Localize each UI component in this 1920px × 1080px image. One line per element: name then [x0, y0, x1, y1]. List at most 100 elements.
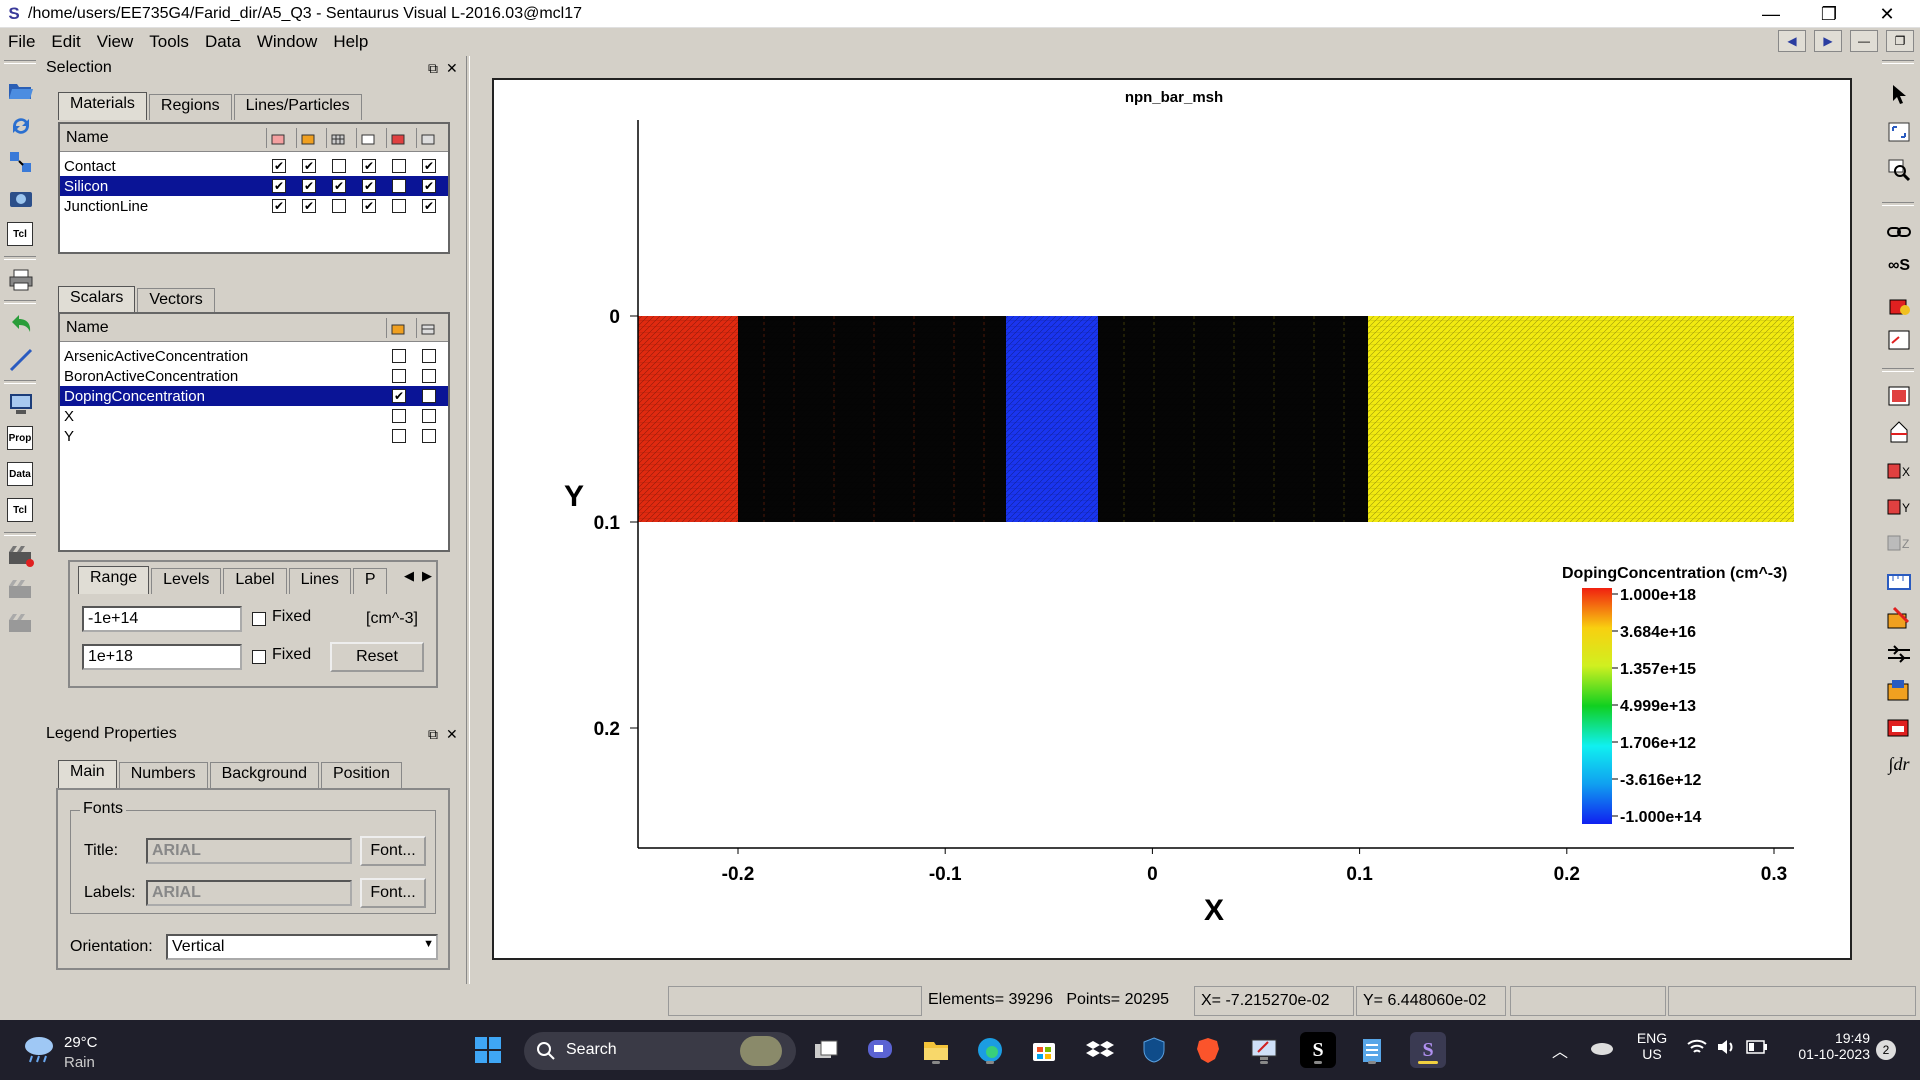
show-fill-icon[interactable]	[296, 128, 318, 148]
material-row-junctionline[interactable]: JunctionLine	[60, 196, 448, 216]
close-button[interactable]: ✕	[1879, 4, 1895, 24]
undo-icon[interactable]	[7, 310, 35, 338]
security-shield-icon[interactable]	[1136, 1032, 1172, 1068]
material-visibility-checkbox[interactable]: ✔	[362, 159, 376, 173]
fixed-max-checkbox[interactable]	[252, 650, 266, 664]
menu-file[interactable]: File	[8, 32, 36, 51]
menu-tools[interactable]: Tools	[149, 32, 189, 51]
show-outline-icon[interactable]	[356, 128, 378, 148]
tab-vectors[interactable]: Vectors	[137, 288, 215, 314]
range-gauge-icon[interactable]	[1885, 326, 1913, 354]
scalar-visibility-checkbox[interactable]	[392, 429, 406, 443]
export-icon[interactable]	[1885, 712, 1913, 740]
material-visibility-checkbox[interactable]: ✔	[302, 159, 316, 173]
surface-icon[interactable]	[1885, 676, 1913, 704]
close-panel-icon[interactable]: ✕	[446, 59, 458, 76]
material-visibility-checkbox[interactable]	[332, 199, 346, 213]
tab-label[interactable]: Label	[223, 568, 287, 594]
scalar-visibility-checkbox[interactable]	[422, 349, 436, 363]
menu-help[interactable]: Help	[333, 32, 369, 51]
scalar-row-x[interactable]: X	[60, 406, 448, 426]
material-color-icon[interactable]	[1885, 290, 1913, 318]
orientation-select[interactable]: Vertical ▼	[166, 934, 438, 960]
tab-range[interactable]: Range	[78, 566, 150, 594]
tab-lines[interactable]: Lines	[288, 568, 351, 594]
maximize-plot-button[interactable]: ❐	[1886, 30, 1914, 52]
fit-view-icon[interactable]	[1885, 118, 1913, 146]
language-indicator[interactable]: ENG US	[1636, 1030, 1668, 1062]
task-view-icon[interactable]	[808, 1032, 844, 1068]
material-visibility-checkbox[interactable]: ✔	[362, 179, 376, 193]
tab-levels[interactable]: Levels	[151, 568, 222, 594]
movie-export-icon[interactable]	[7, 610, 35, 638]
material-visibility-checkbox[interactable]: ✔	[272, 199, 286, 213]
scalar-visibility-checkbox[interactable]	[422, 389, 436, 403]
minimize-plot-button[interactable]: —	[1850, 30, 1878, 52]
plot-area[interactable]: npn_bar_msh -0.2 -0.1 0 0.1 0.2 0.3 0 0.1 0.2 X…	[492, 78, 1852, 960]
scalar-visibility-checkbox[interactable]	[422, 409, 436, 423]
show-grid-icon[interactable]	[326, 128, 348, 148]
scalar-visibility-checkbox[interactable]	[422, 369, 436, 383]
reset-view-icon[interactable]	[7, 148, 35, 176]
tab-lines-particles[interactable]: Lines/Particles	[233, 94, 362, 120]
screenshot-icon[interactable]	[7, 184, 35, 212]
show-label-icon[interactable]	[416, 128, 438, 148]
range-min-input[interactable]: -1e+14	[82, 606, 242, 632]
material-visibility-checkbox[interactable]: ✔	[332, 179, 346, 193]
tab-main[interactable]: Main	[58, 760, 117, 788]
minimize-button[interactable]: —	[1762, 4, 1780, 24]
menu-data[interactable]: Data	[204, 32, 241, 51]
scalar-row-y[interactable]: Y	[60, 426, 448, 446]
show-hidden-icons[interactable]: ︿	[1552, 1044, 1569, 1061]
material-visibility-checkbox[interactable]: ✔	[362, 199, 376, 213]
float-panel-icon[interactable]: ⧉	[428, 725, 438, 742]
stream-icon[interactable]	[1885, 640, 1913, 668]
material-visibility-checkbox[interactable]	[332, 159, 346, 173]
brave-browser-icon[interactable]	[1190, 1032, 1226, 1068]
panel-splitter[interactable]	[466, 56, 470, 984]
sentaurus-visual-icon[interactable]: S	[1410, 1032, 1446, 1068]
material-row-silicon[interactable]: Silicon	[60, 176, 448, 196]
dropbox-icon[interactable]	[1082, 1032, 1118, 1068]
tab-scalars[interactable]: Scalars	[58, 286, 136, 314]
record-movie-icon[interactable]	[7, 542, 35, 570]
show-border-icon[interactable]	[386, 128, 408, 148]
menu-view[interactable]: View	[96, 32, 134, 51]
tab-numbers[interactable]: Numbers	[118, 762, 208, 788]
scalar-visibility-checkbox[interactable]	[392, 369, 406, 383]
ruler-icon[interactable]	[1885, 568, 1913, 596]
data-icon[interactable]: Data	[7, 462, 33, 486]
onedrive-icon[interactable]	[1590, 1040, 1614, 1061]
material-visibility-checkbox[interactable]: ✔	[422, 159, 436, 173]
properties-icon[interactable]: Prop	[7, 426, 33, 450]
tab-position[interactable]: Position	[320, 762, 402, 788]
reset-button[interactable]: Reset	[330, 642, 424, 672]
wifi-icon[interactable]	[1686, 1038, 1708, 1061]
show-mesh-icon[interactable]	[266, 128, 288, 148]
restore-button[interactable]: ❐	[1820, 4, 1838, 24]
scalar-row-boron[interactable]: BoronActiveConcentration	[60, 366, 448, 386]
clock[interactable]: 19:49 01-10-2023	[1786, 1030, 1870, 1062]
material-visibility-checkbox[interactable]	[392, 179, 406, 193]
show-contour-lines-icon[interactable]	[416, 318, 438, 338]
float-panel-icon[interactable]: ⧉	[428, 59, 438, 76]
console-icon[interactable]	[7, 390, 35, 418]
prev-window-button[interactable]: ◀	[1778, 30, 1806, 52]
tab-materials[interactable]: Materials	[58, 92, 147, 120]
draw-line-icon[interactable]	[7, 346, 35, 374]
material-visibility-checkbox[interactable]: ✔	[302, 179, 316, 193]
tab-scroll-left-icon[interactable]: ◀	[404, 568, 414, 583]
select-pointer-icon[interactable]	[1885, 80, 1913, 108]
link-settings-icon[interactable]: ∞S	[1887, 257, 1911, 274]
fixed-min-checkbox[interactable]	[252, 612, 266, 626]
material-row-contact[interactable]: Contact	[60, 156, 448, 176]
clip-icon[interactable]	[1885, 418, 1913, 446]
material-visibility-checkbox[interactable]: ✔	[422, 179, 436, 193]
cut-plane-icon[interactable]	[1885, 382, 1913, 410]
zoom-icon[interactable]	[1885, 156, 1913, 184]
notepad-icon[interactable]	[1354, 1032, 1390, 1068]
teams-chat-icon[interactable]	[862, 1032, 898, 1068]
cut-x-icon[interactable]: X	[1885, 454, 1913, 482]
tab-more[interactable]: P	[352, 568, 388, 594]
scalar-visibility-checkbox[interactable]	[392, 349, 406, 363]
